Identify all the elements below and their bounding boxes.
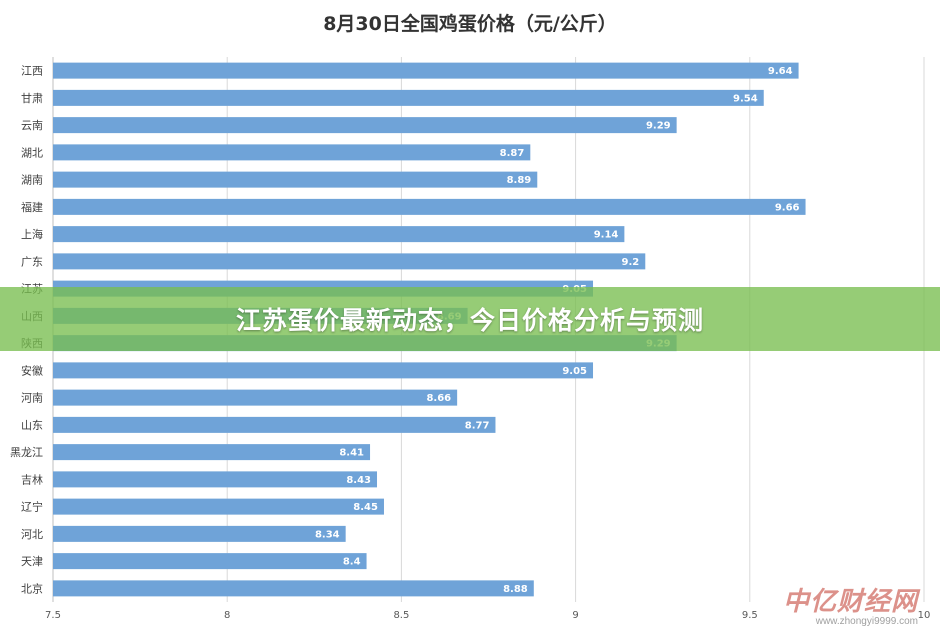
bar [53,444,371,461]
category-label: 安徽 [21,363,43,377]
bar-value-label: 8.77 [465,420,490,431]
bar-value-label: 8.41 [339,448,364,459]
bar-value-label: 9.29 [646,121,671,132]
x-tick-label: 9.5 [742,610,758,621]
chart-title: 8月30日全国鸡蛋价格（元/公斤） [323,12,617,35]
bar-value-label: 8.34 [315,529,340,540]
bar-value-label: 8.45 [353,502,378,513]
category-label: 江西 [21,65,43,78]
x-tick-label: 10 [918,610,931,621]
category-label: 辽宁 [21,500,43,514]
x-tick-label: 8 [224,610,230,621]
bar-value-label: 8.4 [343,557,361,568]
bar-value-label: 9.14 [594,230,619,241]
bar-value-label: 8.66 [426,393,451,404]
bar [53,580,534,597]
bar [53,416,496,433]
category-label: 湖南 [21,174,43,187]
bar-value-label: 9.54 [733,93,758,104]
headline-text: 江苏蛋价最新动态，今日价格分析与预测 [235,306,704,335]
x-tick-label: 7.5 [45,610,61,621]
category-label: 河北 [21,528,43,541]
category-label: 甘肃 [21,92,43,105]
watermark-url: www.zhongyi9999.com [815,616,918,627]
bar-value-label: 9.2 [622,257,640,268]
bar [53,89,764,106]
category-label: 广东 [21,255,43,268]
category-label: 吉林 [21,472,43,486]
category-label: 上海 [21,227,43,241]
bar [53,553,367,570]
bar [53,498,384,515]
bar [53,471,378,488]
bar [53,144,531,161]
category-label: 河南 [21,392,43,405]
bar [53,62,799,79]
category-label: 云南 [21,119,43,132]
category-label: 天津 [21,555,43,568]
bar [53,117,677,134]
bar-value-label: 8.89 [507,175,532,186]
bar [53,525,346,542]
category-label: 福建 [21,200,43,214]
category-label: 黑龙江 [10,446,43,459]
category-labels: 江西甘肃云南湖北湖南福建上海广东江苏山西陕西安徽河南山东黑龙江吉林辽宁河北天津北… [10,65,43,596]
bar [53,226,625,243]
category-label: 山东 [21,419,43,432]
watermark-logo: 中亿财经网 [782,587,918,617]
x-tick-label: 9 [572,610,578,621]
bar-value-label: 9.66 [775,202,800,213]
x-axis-ticks: 7.5 8 8.5 9 9.5 10 [45,610,930,621]
bar [53,198,806,215]
bar-value-label: 8.87 [500,148,525,159]
headline-banner: 江苏蛋价最新动态，今日价格分析与预测 [0,287,940,351]
bar-value-label: 9.64 [768,66,793,77]
watermark: 中亿财经网 www.zhongyi9999.com [783,588,918,627]
x-tick-label: 8.5 [393,610,409,621]
bar [53,171,538,188]
bar-value-label: 9.05 [562,366,587,377]
bar [53,362,594,379]
bar-value-label: 8.43 [346,475,371,486]
category-label: 湖北 [21,146,43,159]
bar-value-label: 8.88 [503,584,528,595]
category-label: 北京 [21,581,43,595]
bar [53,389,458,406]
bar [53,253,646,270]
